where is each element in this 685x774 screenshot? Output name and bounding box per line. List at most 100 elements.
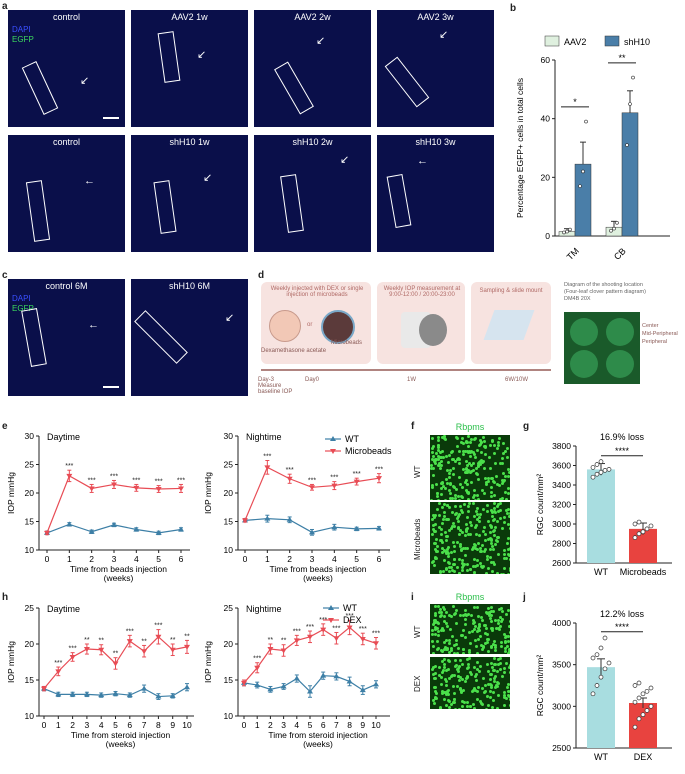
micrograph-label: control 6M — [45, 281, 88, 291]
cell-dot — [440, 650, 444, 654]
cell-dot — [433, 557, 437, 561]
cell-dot — [446, 690, 450, 694]
sig-marker: *** — [372, 631, 380, 638]
cell-dot — [505, 498, 509, 500]
cell-dot — [453, 701, 457, 705]
x-tick-label: 7 — [142, 720, 147, 730]
cell-dot — [440, 521, 444, 525]
cell-dot — [481, 648, 485, 652]
cell-dot — [446, 469, 449, 473]
cell-dot — [506, 491, 510, 495]
cell-dot — [433, 605, 437, 609]
rbpms-label-i: Rbpms — [455, 592, 485, 602]
cell-dot — [472, 462, 476, 466]
cell-dot — [464, 547, 468, 551]
cell-dot — [431, 513, 435, 517]
cell-dot — [441, 570, 445, 574]
cell-dot — [442, 605, 445, 609]
y-tick-label: 3500 — [552, 660, 571, 670]
legend-marker — [328, 618, 334, 623]
y-tick-label: 30 — [224, 431, 234, 441]
cell-dot — [500, 610, 504, 614]
cell-dot — [505, 508, 509, 512]
cell-dot — [461, 546, 465, 550]
cell-dot — [433, 555, 437, 559]
cell-dot — [476, 477, 480, 481]
cell-dot — [439, 463, 443, 467]
cell-dot — [506, 686, 510, 690]
cell-dot — [458, 528, 462, 532]
bar-shH10-TM — [574, 163, 592, 237]
cell-dot — [438, 461, 442, 465]
cell-dot — [484, 707, 488, 709]
cell-dot — [473, 666, 477, 670]
cell-dot — [475, 494, 479, 498]
cell-dot — [503, 703, 507, 707]
cell-dot — [506, 456, 510, 460]
cell-dot — [450, 526, 454, 530]
cell-dot — [465, 470, 469, 474]
chart-title: 16.9% loss — [600, 432, 645, 442]
cell-dot — [439, 450, 443, 454]
cell-dot — [471, 688, 475, 692]
cell-dot — [460, 634, 464, 638]
cell-dot — [457, 495, 461, 499]
x-tick-label: 2 — [89, 554, 94, 564]
data-point-WT — [307, 688, 313, 694]
cell-dot — [466, 483, 470, 487]
cell-dot — [443, 647, 447, 651]
cell-dot — [503, 693, 507, 697]
cell-dot — [487, 613, 491, 617]
data-point-Microbeads — [286, 476, 293, 482]
cell-dot — [492, 639, 496, 643]
cell-dot — [433, 665, 437, 669]
cell-dot — [469, 441, 473, 445]
cell-dot — [445, 566, 449, 570]
y-tick-label: 4000 — [552, 618, 571, 628]
cell-dot — [485, 663, 489, 667]
cell-dot — [495, 535, 499, 539]
micrograph-a5: control ← — [8, 135, 125, 252]
cell-dot — [447, 668, 451, 672]
sig-marker: *** — [177, 477, 185, 484]
cell-dot — [460, 496, 464, 500]
data-point — [640, 529, 646, 535]
sig-marker: *** — [54, 660, 62, 667]
cell-dot — [505, 512, 509, 516]
cell-dot — [460, 486, 464, 490]
cell-dot — [485, 641, 489, 645]
cell-dot — [482, 467, 486, 471]
cell-dot — [442, 559, 446, 563]
cell-dot — [470, 463, 474, 467]
cell-dot — [474, 543, 478, 547]
x-tick-label: 0 — [243, 554, 248, 564]
cell-dot — [447, 562, 451, 566]
cell-dot — [478, 547, 482, 551]
cell-dot — [507, 573, 510, 574]
rbpms-image-wt — [430, 604, 510, 654]
cell-dot — [469, 471, 473, 475]
cell-dot — [473, 639, 477, 643]
y-axis-label: RGC count/mm² — [535, 474, 545, 536]
cell-dot — [509, 630, 510, 634]
cell-dot — [482, 691, 486, 695]
cell-dot — [499, 606, 503, 610]
x-tick-label: Microbeads — [620, 567, 667, 577]
panel-letter-j: j — [523, 592, 526, 603]
cell-dot — [473, 708, 477, 709]
cell-dot — [462, 614, 466, 618]
cell-dot — [491, 511, 495, 515]
cell-dot — [443, 514, 447, 518]
cell-dot — [468, 568, 472, 572]
x-tick-label: 10 — [371, 720, 381, 730]
cell-dot — [430, 668, 434, 672]
cell-dot — [484, 611, 488, 615]
cell-dot — [480, 544, 484, 548]
cell-dot — [458, 614, 462, 618]
or-label: or — [307, 322, 313, 328]
cell-dot — [488, 466, 492, 470]
cell-dot — [497, 502, 501, 506]
cell-dot — [492, 451, 496, 455]
x-tick-label: 1 — [255, 720, 260, 730]
cell-dot — [495, 538, 498, 542]
